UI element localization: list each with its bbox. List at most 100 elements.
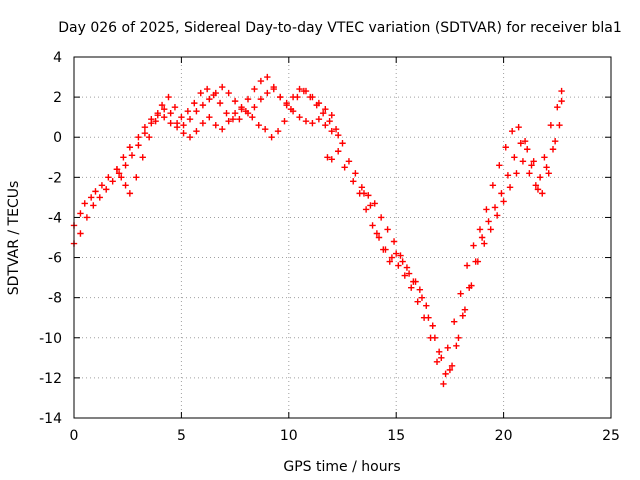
- data-point: [367, 202, 374, 209]
- data-point: [438, 354, 445, 362]
- data-point: [135, 134, 142, 141]
- data-point: [122, 182, 129, 189]
- data-point: [425, 314, 432, 321]
- data-point: [161, 113, 168, 121]
- x-tick-label: 5: [177, 428, 186, 444]
- series-track-d: [324, 121, 563, 388]
- data-point: [115, 170, 123, 177]
- data-point: [212, 121, 219, 129]
- data-point: [120, 154, 127, 161]
- x-tick-label: 25: [602, 428, 620, 444]
- x-tick-label: 15: [387, 428, 405, 444]
- data-point: [210, 91, 217, 99]
- data-point: [167, 119, 174, 127]
- y-tick-label: -8: [48, 291, 62, 307]
- data-point: [257, 77, 265, 85]
- data-point: [450, 318, 458, 325]
- data-point: [261, 126, 269, 133]
- data-point: [313, 101, 320, 109]
- data-point: [519, 158, 527, 165]
- y-tick-label: -12: [39, 371, 62, 387]
- data-point: [339, 140, 346, 147]
- y-axis-label: SDTVAR / TECUs: [6, 181, 22, 296]
- data-point: [77, 230, 84, 237]
- data-point: [244, 95, 252, 103]
- data-point: [328, 111, 335, 119]
- data-point: [238, 103, 245, 111]
- data-point: [554, 103, 561, 111]
- series-track-b: [70, 73, 335, 247]
- data-point: [435, 348, 443, 356]
- plot-frame: [73, 56, 612, 419]
- data-point: [105, 174, 112, 181]
- data-point: [231, 109, 239, 117]
- data-point: [319, 109, 327, 117]
- data-point: [283, 99, 290, 107]
- data-point: [405, 270, 413, 277]
- data-point: [496, 162, 503, 169]
- data-point: [296, 113, 303, 121]
- data-point: [489, 182, 497, 189]
- data-point: [478, 234, 486, 241]
- data-point: [395, 262, 402, 269]
- data-point: [171, 103, 179, 111]
- data-point: [322, 105, 329, 113]
- data-point: [184, 107, 192, 115]
- data-point: [328, 128, 335, 135]
- data-point: [167, 109, 174, 117]
- data-point: [173, 119, 181, 127]
- data-point: [161, 105, 168, 113]
- data-point: [328, 156, 335, 163]
- data-point: [186, 115, 194, 123]
- data-point: [558, 97, 565, 105]
- data-point: [277, 93, 284, 101]
- data-point: [264, 73, 271, 81]
- data-point: [500, 198, 507, 205]
- data-point: [128, 152, 136, 159]
- data-point: [326, 117, 333, 125]
- data-point: [468, 282, 475, 289]
- data-point: [251, 85, 258, 93]
- data-point: [145, 134, 153, 141]
- data-point: [429, 322, 436, 329]
- data-point: [476, 226, 484, 233]
- data-point: [390, 238, 398, 245]
- data-point: [324, 154, 331, 161]
- data-point: [296, 85, 303, 93]
- data-point: [397, 252, 404, 259]
- data-point: [506, 184, 514, 191]
- data-point: [191, 99, 198, 107]
- data-point: [433, 358, 441, 366]
- data-point: [362, 206, 370, 213]
- y-tick-label: 2: [53, 90, 62, 106]
- data-point: [369, 222, 376, 229]
- series-track-a: [70, 83, 342, 229]
- data-point: [154, 111, 161, 119]
- data-point: [126, 190, 134, 197]
- data-point: [257, 95, 265, 103]
- data-point: [524, 146, 531, 153]
- data-point: [270, 83, 277, 91]
- data-point: [551, 138, 559, 145]
- data-point: [547, 121, 555, 129]
- data-point: [225, 89, 232, 97]
- data-point: [386, 258, 393, 265]
- data-point: [231, 97, 239, 105]
- data-point: [294, 93, 301, 101]
- data-point: [98, 182, 106, 189]
- data-point: [459, 312, 466, 319]
- data-point: [274, 128, 282, 135]
- data-point: [532, 182, 540, 189]
- data-point: [332, 126, 340, 133]
- data-point: [358, 184, 366, 191]
- data-point: [493, 212, 501, 219]
- data-point: [103, 186, 110, 193]
- data-point: [180, 130, 187, 137]
- data-point: [81, 200, 88, 207]
- data-point: [135, 142, 142, 149]
- x-tick-label: 0: [70, 428, 79, 444]
- data-point: [87, 194, 95, 201]
- data-point: [423, 302, 430, 309]
- data-point: [193, 128, 200, 135]
